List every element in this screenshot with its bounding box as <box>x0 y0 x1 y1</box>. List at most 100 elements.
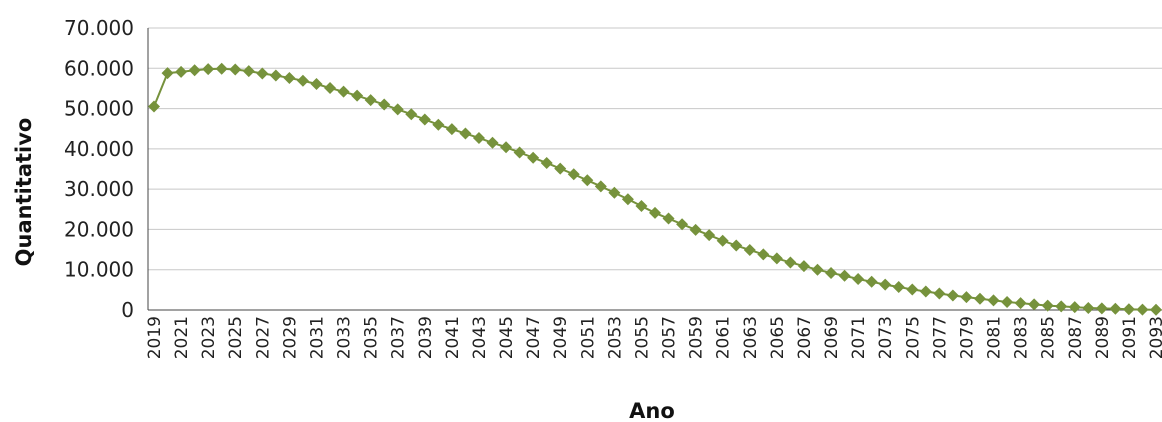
x-tick-label: 2031 <box>307 316 327 359</box>
data-point-marker <box>621 193 634 206</box>
data-point-marker <box>662 212 675 225</box>
data-point-marker <box>703 229 716 242</box>
y-tick-label: 30.000 <box>64 177 134 201</box>
data-point-marker <box>906 283 919 296</box>
x-tick-label: 2049 <box>551 316 571 359</box>
x-tick-label: 2027 <box>253 316 273 359</box>
x-tick-label: 2063 <box>741 316 761 359</box>
x-tick-label: 2069 <box>822 316 842 359</box>
data-point-marker <box>242 65 255 78</box>
x-tick-label: 2029 <box>280 316 300 359</box>
y-tick-label: 70.000 <box>64 16 134 40</box>
data-point-marker <box>825 266 838 279</box>
x-tick-label: 2033 <box>335 316 355 359</box>
x-tick-label: 2053 <box>605 316 625 359</box>
data-point-marker <box>919 285 932 298</box>
data-point-marker <box>649 206 661 219</box>
data-point-marker <box>296 74 309 87</box>
data-point-marker <box>716 234 729 247</box>
data-point-marker <box>676 218 689 231</box>
data-point-marker <box>987 294 1000 307</box>
data-point-marker <box>148 100 160 113</box>
x-tick-label: 2055 <box>632 316 652 359</box>
data-point-marker <box>743 243 756 256</box>
data-point-marker <box>1055 300 1068 313</box>
data-point-marker <box>472 131 485 144</box>
x-tick-label: 2043 <box>470 316 490 359</box>
data-point-marker <box>391 103 404 116</box>
data-point-marker <box>324 82 337 95</box>
data-point-marker <box>310 78 323 90</box>
y-tick-label: 60.000 <box>64 56 134 80</box>
data-point-marker <box>486 136 499 149</box>
x-tick-label: 2089 <box>1093 316 1113 359</box>
data-point-marker <box>1068 301 1081 314</box>
data-point-marker <box>1136 303 1149 316</box>
data-point-marker <box>283 71 296 84</box>
data-point-marker <box>418 113 431 126</box>
x-tick-label: 2021 <box>172 316 192 359</box>
x-tick-label: 2047 <box>524 316 544 359</box>
x-tick-label: 2087 <box>1066 316 1086 359</box>
y-tick-labels: 0 10.000 20.000 30.000 40.000 50.000 60.000 70.… <box>64 16 134 322</box>
data-point-marker <box>269 69 282 82</box>
data-point-marker <box>811 263 824 276</box>
data-point-marker <box>500 141 513 154</box>
data-point-marker <box>892 281 905 294</box>
x-tick-label: 2057 <box>660 316 680 359</box>
data-point-marker <box>784 256 797 269</box>
data-point-marker <box>581 174 594 187</box>
x-tick-label: 2091 <box>1120 316 1140 359</box>
y-tick-label: 20.000 <box>64 217 134 241</box>
data-point-marker <box>513 146 526 159</box>
axes <box>147 28 1162 311</box>
x-tick-label: 2083 <box>1012 316 1032 359</box>
data-point-marker <box>594 180 607 193</box>
x-tick-label: 2061 <box>714 316 734 359</box>
data-point-marker <box>567 168 580 181</box>
data-point-marker <box>1109 302 1122 315</box>
data-point-marker <box>1001 295 1014 308</box>
x-tick-label: 2051 <box>578 316 598 359</box>
data-point-marker <box>1014 297 1027 310</box>
x-tick-label: 2073 <box>876 316 896 359</box>
x-tick-label: 2067 <box>795 316 815 359</box>
data-point-marker <box>635 200 648 213</box>
data-point-marker <box>1122 303 1135 316</box>
data-point-marker <box>364 94 377 107</box>
x-tick-label: 2093 <box>1147 316 1162 359</box>
x-tick-label: 2041 <box>443 316 463 359</box>
data-point-marker <box>337 85 350 98</box>
data-point-marker <box>1028 298 1041 311</box>
data-point-marker <box>540 156 553 169</box>
y-tick-label: 40.000 <box>64 137 134 161</box>
x-tick-label: 2037 <box>389 316 409 359</box>
data-point-marker <box>838 269 851 282</box>
x-tick-label: 2085 <box>1039 316 1059 359</box>
data-point-marker <box>161 67 174 80</box>
data-point-marker <box>459 127 472 140</box>
y-tick-label: 50.000 <box>64 97 134 121</box>
y-tick-label: 0 <box>121 298 134 322</box>
data-point-marker <box>432 118 445 131</box>
data-point-marker <box>229 63 242 76</box>
data-point-marker <box>527 151 540 164</box>
y-tick-label: 10.000 <box>64 258 134 282</box>
data-point-marker <box>351 89 364 102</box>
x-axis-title: Ano <box>629 399 675 422</box>
x-tick-label: 2077 <box>930 316 950 359</box>
x-tick-label: 2071 <box>849 316 869 359</box>
data-point-marker <box>378 98 391 111</box>
data-point-marker <box>256 67 269 80</box>
x-tick-label: 2059 <box>687 316 707 359</box>
data-point-marker <box>946 289 959 302</box>
y-axis-title: Quantitativo <box>12 118 36 267</box>
data-point-marker <box>879 278 892 291</box>
data-point-marker <box>852 272 865 285</box>
x-tick-label: 2045 <box>497 316 517 359</box>
x-tick-label: 2025 <box>226 316 246 359</box>
x-tick-label: 2075 <box>903 316 923 359</box>
data-point-marker <box>1150 303 1162 316</box>
data-point-marker <box>933 287 946 300</box>
